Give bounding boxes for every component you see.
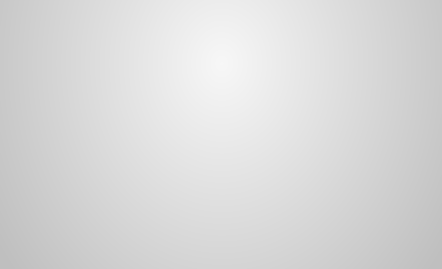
Text: 2.0%: 2.0%	[88, 91, 138, 109]
Title: Average Annual Employment Growth: Average Annual Employment Growth	[41, 6, 401, 24]
Bar	[255, 191, 363, 240]
Bar	[59, 76, 167, 240]
Text: 0.6%: 0.6%	[284, 206, 334, 224]
